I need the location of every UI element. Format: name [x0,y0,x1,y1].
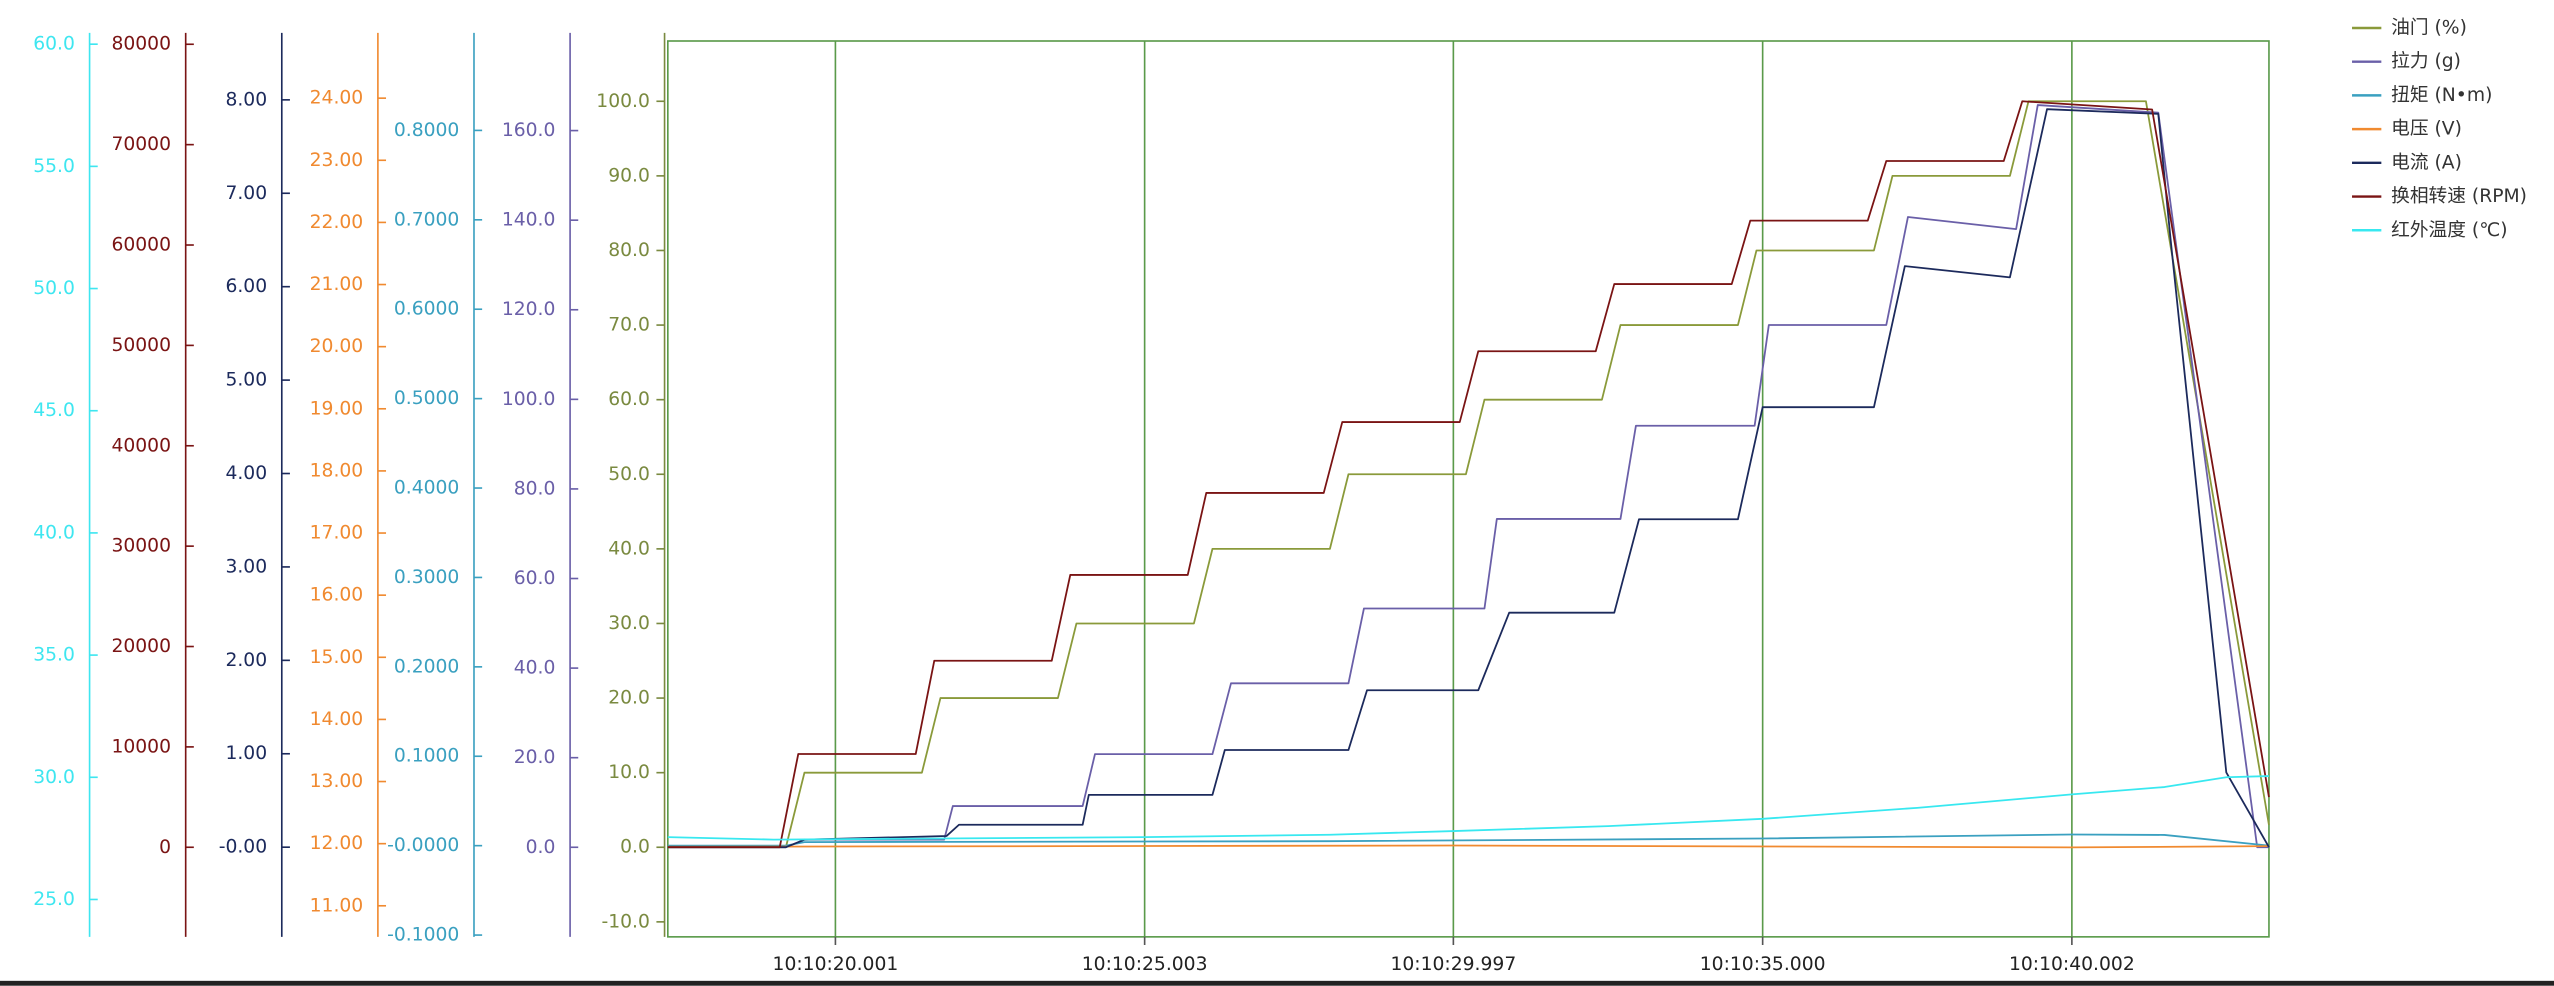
y-tick-label: 40.0 [608,538,650,559]
y-tick-label: 0.6000 [394,299,460,320]
y-tick-label: -10.0 [601,911,649,932]
y-tick-label: 22.00 [310,212,364,233]
y-tick-label: 18.00 [310,460,364,481]
y-tick-label: -0.1000 [387,925,459,946]
series-line [667,100,2270,849]
y-tick-label: 6.00 [225,276,267,297]
y-tick-label: 60.0 [33,34,75,55]
x-tick-label: 10:10:40.002 [2009,954,2135,975]
y-tick-label: 60.0 [608,389,650,410]
y-tick-label: 10000 [111,736,171,757]
y-tick-label: 0.0 [620,837,650,858]
y-tick-label: 0.8000 [394,120,460,141]
y-tick-label: 50.0 [608,464,650,485]
y-tick-label: 100.0 [596,91,650,112]
series-line [667,844,2269,849]
y-tick-label: 30000 [111,536,171,557]
y-tick-label: 8.00 [225,89,267,110]
y-tick-label: 80.0 [608,240,650,261]
y-tick-label: 10.0 [608,762,650,783]
y-tick-label: 80.0 [514,478,556,499]
y-tick-label: 25.0 [33,889,75,910]
y-tick-label: 5.00 [225,370,267,391]
legend-label: 油门 (%) [2391,17,2467,38]
y-tick-label: 24.00 [310,88,364,109]
y-tick-label: 100.0 [502,389,556,410]
y-tick-label: 0.1000 [394,746,460,767]
y-tick-label: 30.0 [33,767,75,788]
legend-label: 扭矩 (N•m) [2391,85,2492,106]
y-tick-label: 70.0 [608,315,650,336]
y-tick-label: 0.4000 [394,478,460,499]
y-tick-label: 21.00 [310,274,364,295]
y-tick-label: 50000 [111,335,171,356]
series-line [667,100,2270,849]
y-tick-label: 60.0 [514,568,556,589]
y-tick-label: 0.2000 [394,656,460,677]
y-tick-label: 40.0 [514,658,556,679]
y-tick-label: 0.0 [526,837,556,858]
y-tick-label: 160.0 [502,120,556,141]
y-tick-label: 20.0 [608,688,650,709]
series-line [667,775,2269,841]
y-tick-label: -0.00 [219,837,267,858]
plot-frame [667,40,2270,938]
legend-label: 电流 (A) [2391,152,2462,173]
y-tick-label: 0.7000 [394,209,460,230]
x-tick-label: 10:10:29.997 [1390,954,1516,975]
y-tick-label: 50.0 [33,278,75,299]
y-tick-label: 20.0 [514,747,556,768]
y-tick-label: 0.5000 [394,388,460,409]
y-tick-label: 13.00 [310,771,364,792]
y-tick-label: 60000 [111,235,171,256]
x-tick-label: 10:10:35.000 [1700,954,1826,975]
y-tick-label: 55.0 [33,156,75,177]
y-tick-label: 80000 [111,34,171,55]
y-tick-label: 140.0 [502,210,556,231]
y-tick-label: 0 [159,837,171,858]
y-tick-label: 4.00 [225,463,267,484]
y-tick-label: -0.0000 [387,835,459,856]
x-tick-label: 10:10:25.003 [1082,954,1208,975]
y-tick-label: 35.0 [33,645,75,666]
y-tick-label: 23.00 [310,150,364,171]
legend-label: 拉力 (g) [2391,51,2461,72]
y-tick-label: 90.0 [608,165,650,186]
y-tick-label: 45.0 [33,400,75,421]
y-tick-label: 7.00 [225,183,267,204]
y-tick-label: 17.00 [310,523,364,544]
y-tick-label: 40.0 [33,522,75,543]
y-tick-label: 0.3000 [394,567,460,588]
y-tick-label: 16.00 [310,585,364,606]
y-tick-label: 3.00 [225,556,267,577]
y-tick-label: 20000 [111,636,171,657]
legend-label: 换相转速 (RPM) [2391,186,2527,207]
y-tick-label: 120.0 [502,299,556,320]
legend-label: 红外温度 (℃) [2391,220,2507,241]
y-tick-label: 14.00 [310,709,364,730]
y-tick-label: 2.00 [225,650,267,671]
series-line [667,108,2270,849]
bottom-bar [0,980,2554,986]
y-tick-label: 20.00 [310,336,364,357]
y-tick-label: 70000 [111,134,171,155]
y-tick-label: 15.00 [310,647,364,668]
legend-label: 电压 (V) [2391,119,2462,140]
y-tick-label: 1.00 [225,743,267,764]
y-tick-label: 12.00 [310,833,364,854]
y-tick-label: 19.00 [310,398,364,419]
x-tick-label: 10:10:20.001 [773,954,899,975]
y-tick-label: 40000 [111,435,171,456]
y-tick-label: 11.00 [310,895,364,916]
y-tick-label: 30.0 [608,613,650,634]
series-line [667,104,2269,849]
